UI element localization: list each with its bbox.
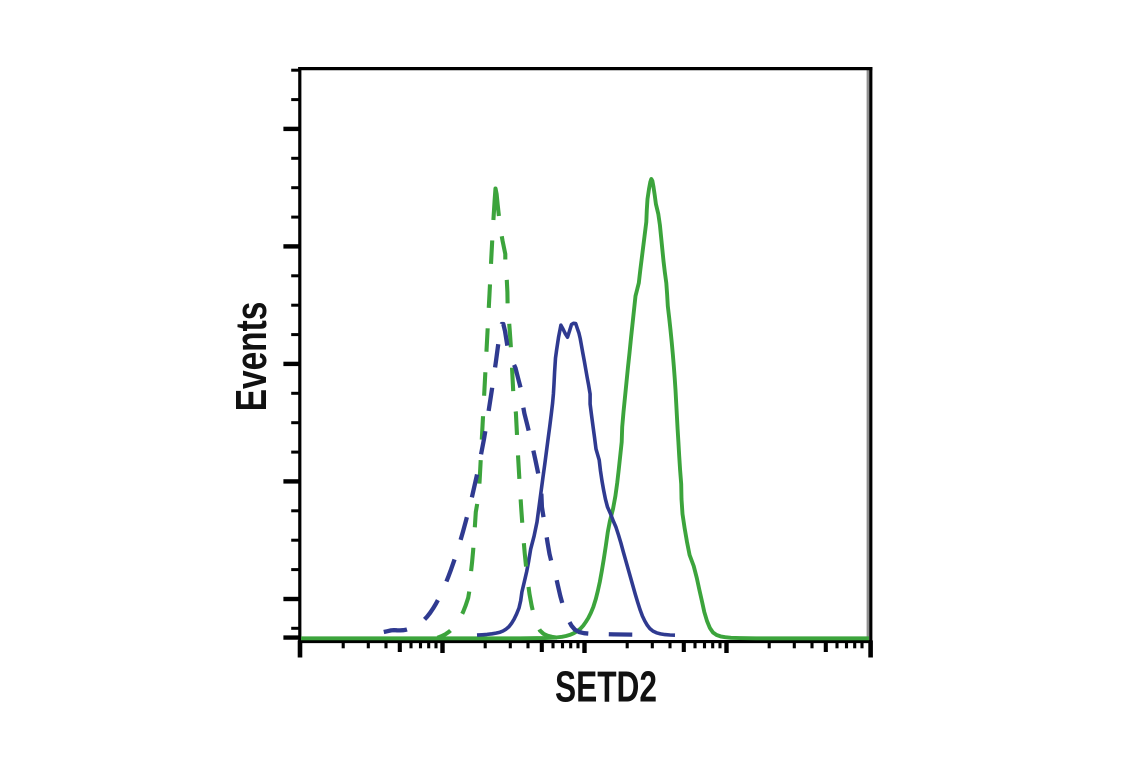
svg-text:Events: Events — [228, 302, 276, 412]
svg-text:SETD2: SETD2 — [555, 662, 657, 711]
